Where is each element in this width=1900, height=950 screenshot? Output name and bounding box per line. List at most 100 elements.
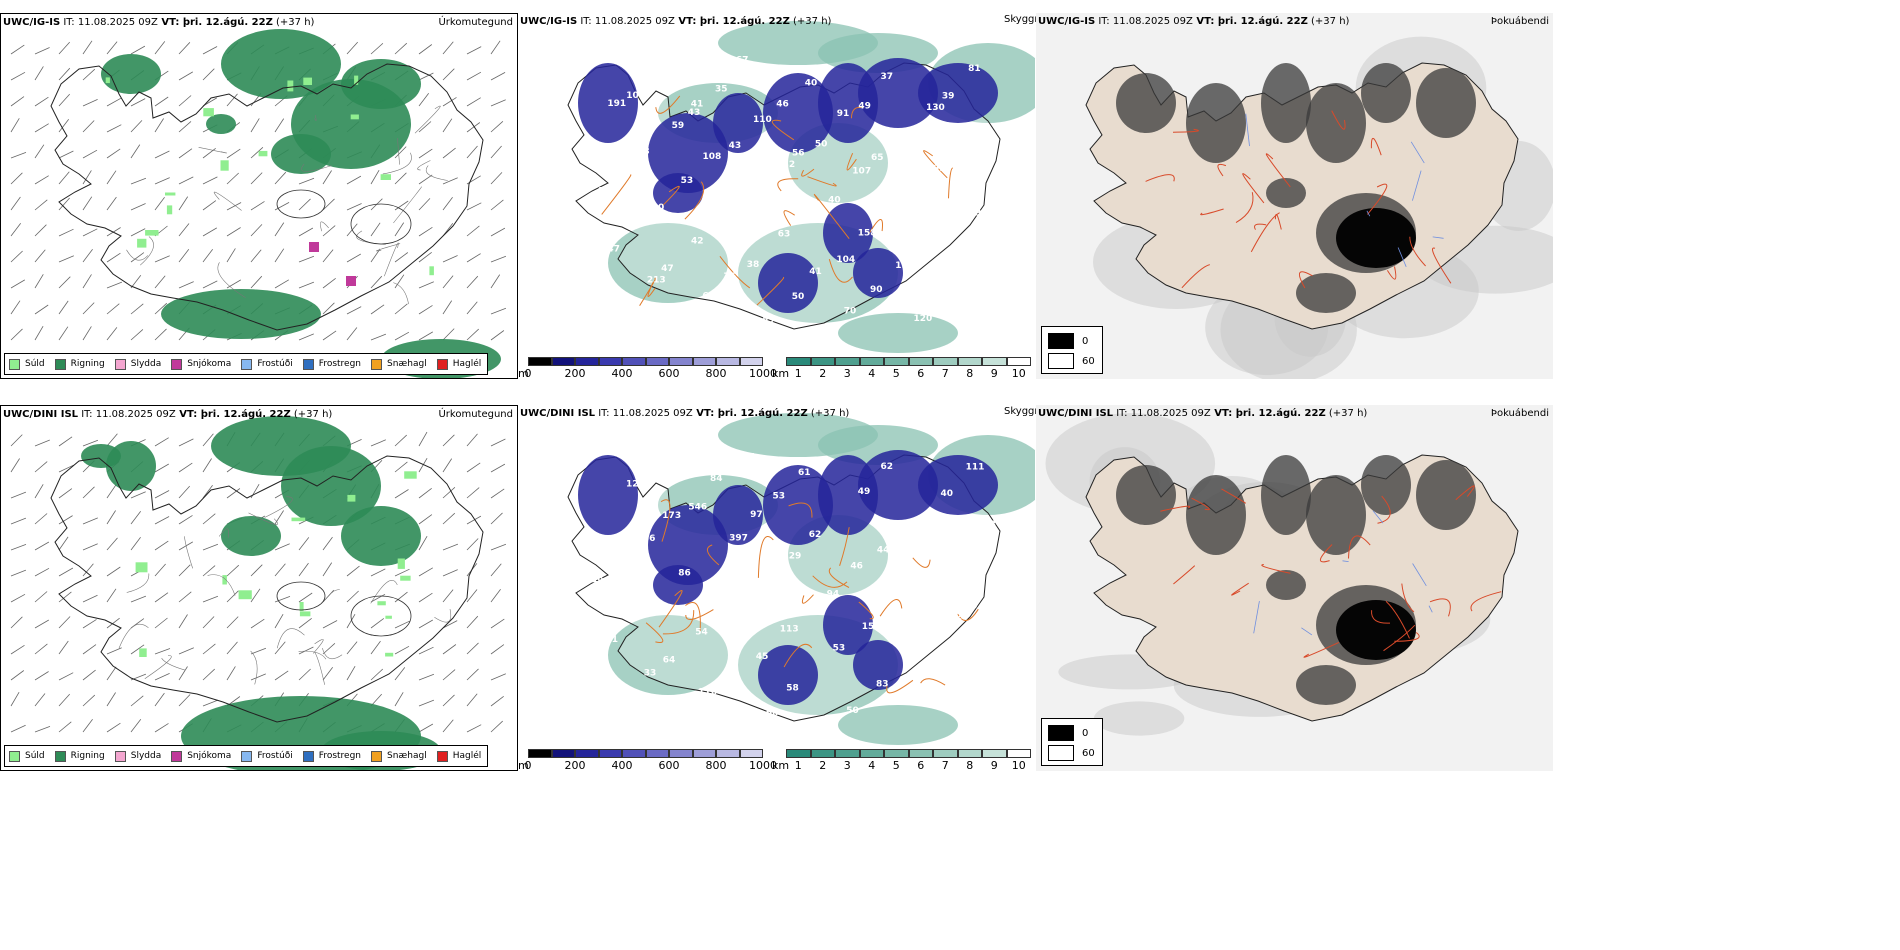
wind-barb <box>442 694 455 707</box>
wind-barb <box>418 331 434 341</box>
colorbar-tick: 200 <box>564 759 586 772</box>
colorbar-tick: 6 <box>917 759 925 772</box>
wind-barb <box>466 589 478 603</box>
wind-barb <box>346 641 358 655</box>
wind-barb <box>370 333 387 341</box>
wind-barb <box>226 248 236 263</box>
wind-barb <box>466 668 479 681</box>
wind-barb <box>178 515 193 525</box>
drizzle-area <box>377 601 386 606</box>
wind-barb <box>418 673 435 681</box>
ceiling-value-label: 51 <box>881 212 894 222</box>
wind-barb <box>82 302 95 315</box>
wind-barb <box>442 255 458 263</box>
colorbar-segment <box>933 749 958 758</box>
fog-index-area <box>1296 273 1356 313</box>
wind-barb <box>130 303 144 315</box>
river-line <box>1366 210 1371 217</box>
ceiling-value-label: 64 <box>953 541 966 551</box>
colorbar-unit: km <box>772 367 790 380</box>
wind-barb <box>370 304 385 315</box>
colorbar-unit: m <box>518 759 529 772</box>
legend-swatch <box>54 358 66 370</box>
road-line <box>1231 582 1249 596</box>
colorbar-segment <box>692 749 716 758</box>
wind-barb <box>58 118 70 133</box>
ceiling-value-label: 108 <box>703 152 722 162</box>
colorbar-segment <box>669 749 693 758</box>
road-line <box>207 574 236 596</box>
river-line <box>1412 170 1422 201</box>
road-line <box>126 249 149 261</box>
model-name: UWC/IG-IS <box>1038 16 1096 27</box>
wind-barb <box>490 172 503 185</box>
colorbar-segment <box>551 357 575 366</box>
legend-label: Súld <box>25 751 45 761</box>
road-line <box>1370 138 1382 156</box>
road-line <box>719 255 751 289</box>
ceiling-value-label: 61 <box>606 635 619 645</box>
it-label: IT: <box>78 409 96 420</box>
wind-barb <box>394 461 408 473</box>
ceiling-value-label: 70 <box>844 307 857 317</box>
legend-swatch <box>241 750 253 762</box>
road-line <box>886 679 914 694</box>
precip-legend: Súld Rigning Slydda Snjókoma Frostúði Frostre… <box>4 353 489 375</box>
wind-barb <box>82 196 93 211</box>
colorbar-segment <box>835 357 860 366</box>
wind-barb <box>442 196 453 211</box>
colorbar-tick: 1 <box>794 759 802 772</box>
wind-barb <box>202 543 219 551</box>
legend-label: Frostúði <box>257 751 293 761</box>
wind-barb <box>442 569 458 577</box>
road-line <box>685 602 701 633</box>
drizzle-area <box>299 611 311 617</box>
it-label: IT: <box>60 17 78 28</box>
legend-swatch <box>302 358 314 370</box>
wind-barb <box>394 667 406 681</box>
ceiling-panel-bottom: 945 546 129 47 32 55 53 44 80 64 68 49 64 40 45 50 40 36 4… <box>518 405 1035 771</box>
wind-barb <box>106 41 118 55</box>
visibility-area <box>838 705 958 745</box>
ceiling-value-label: 945 <box>589 443 608 453</box>
wind-barb <box>322 330 337 341</box>
road-line <box>1409 236 1426 267</box>
rain-area <box>281 446 381 526</box>
ceiling-value-label: 161 <box>955 282 974 292</box>
drizzle-area <box>145 230 159 236</box>
wind-barb <box>130 120 143 133</box>
fog-index-area <box>1261 63 1311 143</box>
wind-barb <box>58 41 70 55</box>
wind-barb <box>58 326 69 341</box>
ceiling-value-label: 40 <box>649 599 662 609</box>
wind-barb <box>106 484 117 499</box>
legend-swatch <box>114 358 126 370</box>
river-line <box>1410 141 1425 164</box>
wind-barb <box>154 563 166 577</box>
ceiling-value-label: 39 <box>622 299 635 309</box>
fog-swatch <box>1048 745 1074 761</box>
wind-barb <box>370 593 386 603</box>
wind-barb <box>130 228 146 237</box>
fog-index-area <box>1186 475 1246 555</box>
wind-barb <box>82 40 93 55</box>
ceiling-value-label: 32 <box>783 160 796 170</box>
road-line <box>783 210 795 226</box>
wind-barb <box>34 591 48 603</box>
wind-barb <box>490 121 504 133</box>
panel-title: Þokuábendi <box>1490 16 1549 27</box>
legend-item: Snæhagl <box>371 750 427 762</box>
wind-barb <box>178 223 190 237</box>
wind-barb <box>178 249 190 263</box>
legend-swatch <box>9 750 20 762</box>
wind-barb <box>82 619 97 629</box>
wind-barb <box>226 148 241 159</box>
legend-swatch <box>436 358 448 370</box>
colorbar-segment <box>575 749 599 758</box>
wind-barb <box>130 536 141 551</box>
ceiling-value-label: 64 <box>663 656 676 666</box>
drizzle-area <box>287 80 294 92</box>
wind-barb <box>250 275 263 289</box>
river-line <box>1432 236 1444 239</box>
wind-barb <box>490 72 506 81</box>
